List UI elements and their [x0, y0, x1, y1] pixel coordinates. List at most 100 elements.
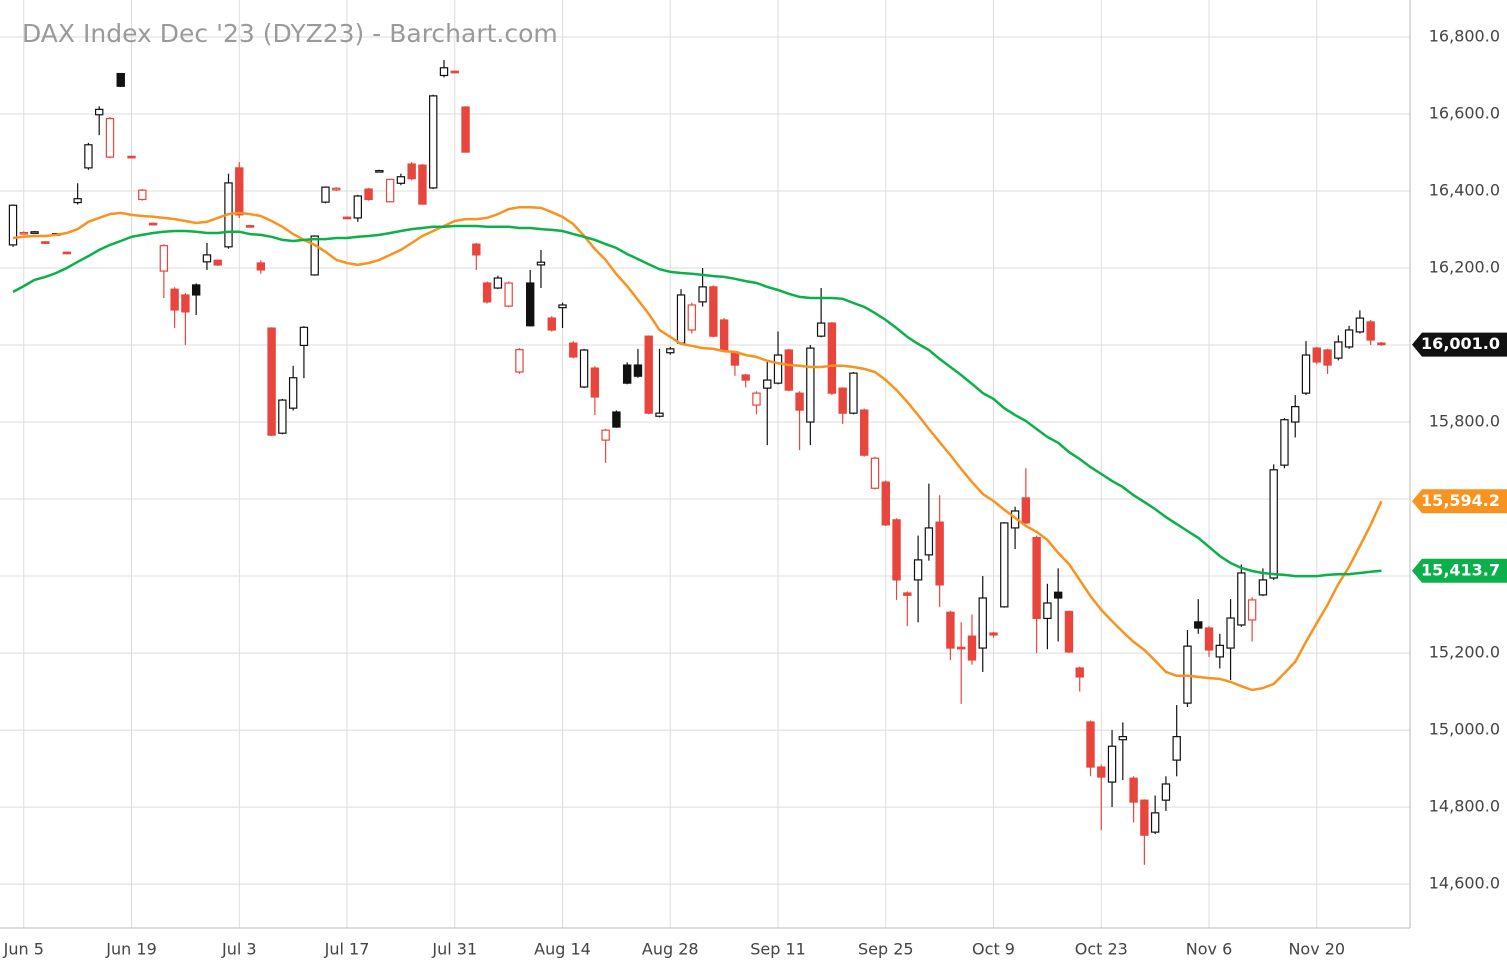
candle-body	[956, 646, 966, 650]
candle-body	[159, 245, 169, 272]
candle-body	[536, 261, 546, 266]
candle-body	[978, 597, 987, 649]
candle-body	[1043, 602, 1052, 620]
candle-body	[256, 262, 266, 271]
candle-body	[278, 399, 287, 434]
candle-body	[213, 259, 222, 266]
candle-body	[245, 225, 255, 228]
candle-body	[1280, 419, 1289, 466]
y-tick-label: 15,000.0	[1429, 720, 1500, 739]
y-tick-label: 15,800.0	[1429, 412, 1500, 431]
candle-body	[870, 457, 880, 489]
x-tick-label: Aug 14	[534, 940, 591, 959]
candle-body	[1334, 341, 1343, 359]
candle-body	[989, 632, 998, 636]
candle-body	[655, 412, 664, 417]
candle-body	[1377, 342, 1386, 346]
candle-body	[913, 559, 923, 581]
candle-body	[191, 284, 201, 296]
y-tick-label: 15,200.0	[1429, 643, 1500, 662]
candle-body	[127, 155, 136, 159]
candle-body	[666, 348, 675, 354]
price-badge	[1412, 489, 1507, 514]
candle-body	[558, 304, 567, 309]
candle-body	[385, 178, 395, 203]
candle-body	[429, 95, 438, 189]
y-tick-label: 16,400.0	[1429, 180, 1500, 199]
x-tick-label: Sep 25	[858, 940, 914, 959]
price-badge-label: 15,594.2	[1421, 491, 1500, 510]
candle-body	[299, 326, 309, 347]
candle-body	[612, 411, 621, 428]
candle-body	[342, 216, 352, 220]
price-badge	[1412, 332, 1507, 357]
candle-body	[1064, 610, 1074, 653]
candle-body	[838, 387, 847, 414]
candle-body	[1291, 406, 1300, 423]
candle-body	[30, 231, 39, 234]
candle-body	[622, 364, 632, 384]
candle-body	[1161, 783, 1171, 801]
price-badge-label: 15,413.7	[1421, 560, 1500, 579]
chart-title: DAX Index Dec '23 (DYZ23) - Barchart.com	[22, 19, 558, 48]
candle-body	[41, 241, 50, 244]
candle-body	[504, 282, 513, 307]
moving-average-line	[12, 224, 1382, 578]
candle-body	[396, 176, 406, 184]
marks	[8, 60, 1386, 865]
candle-body	[1247, 599, 1257, 621]
candle-body	[493, 277, 503, 289]
candle-body	[73, 198, 82, 204]
candle-body	[439, 67, 449, 77]
candle-body	[1226, 617, 1235, 649]
moving-average-line	[12, 205, 1383, 692]
x-tick-label: Jul 3	[221, 940, 257, 959]
candle-body	[181, 294, 190, 313]
candle-body	[84, 144, 93, 169]
candle-body	[515, 349, 524, 373]
candle-body	[62, 251, 72, 255]
x-tick-label: Jul 17	[324, 940, 370, 959]
candle-body	[1118, 736, 1128, 741]
candle-body	[1355, 317, 1365, 333]
candle-body	[709, 286, 718, 337]
candle-body	[903, 592, 912, 596]
candle-body	[827, 322, 837, 394]
candle-body	[547, 317, 556, 331]
candle-body	[719, 319, 729, 351]
candle-body	[407, 163, 416, 180]
x-tick-label: Jun 19	[105, 940, 156, 959]
candle-body	[1150, 812, 1160, 833]
candle-body	[321, 186, 330, 203]
candle-body	[450, 70, 459, 74]
candle-body	[1000, 522, 1009, 608]
candle-body	[773, 354, 783, 384]
candle-body	[138, 189, 147, 201]
candle-body	[1312, 347, 1321, 363]
candle-body	[763, 379, 772, 389]
candle-body	[472, 243, 481, 256]
candle-body	[353, 195, 363, 219]
candle-body	[1129, 777, 1138, 803]
candle-body	[676, 294, 686, 344]
candle-body	[19, 231, 28, 235]
candle-body	[461, 106, 470, 153]
y-tick-label: 16,600.0	[1429, 103, 1500, 122]
x-tick-label: Nov 20	[1288, 940, 1345, 959]
candle-body	[892, 519, 901, 581]
candle-body	[202, 254, 212, 263]
candle-body	[569, 342, 578, 358]
x-tick-label: Jul 31	[431, 940, 477, 959]
price-badge	[1412, 558, 1507, 583]
candle-body	[1237, 572, 1246, 626]
candle-body	[1107, 745, 1117, 783]
x-tick-label: Aug 28	[642, 940, 699, 959]
candle-body	[1075, 667, 1084, 678]
y-tick-label: 16,800.0	[1429, 26, 1500, 45]
candle-body	[860, 409, 869, 456]
x-tick-label: Sep 11	[750, 940, 806, 959]
candle-body	[924, 527, 934, 556]
candle-body	[601, 429, 610, 441]
candle-body	[698, 286, 707, 303]
x-tick-label: Oct 23	[1075, 940, 1128, 959]
